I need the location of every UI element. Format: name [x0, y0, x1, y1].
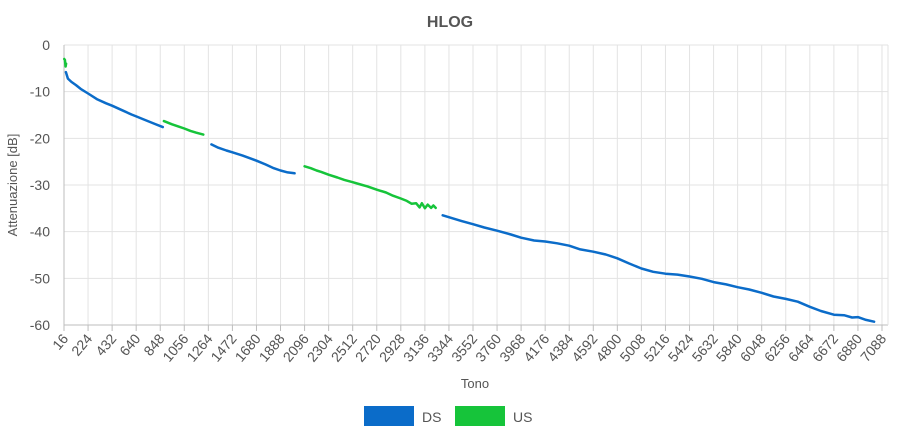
x-tick-label: 5008 [616, 330, 648, 364]
x-tick-label: 6048 [737, 330, 769, 364]
x-tick-label: 3552 [448, 330, 480, 364]
x-tick-label: 3344 [424, 330, 456, 364]
legend: DS US [364, 406, 532, 426]
x-tick-label: 5424 [665, 330, 697, 364]
x-tick-label: 640 [116, 330, 143, 358]
x-tick-label: 1680 [231, 330, 263, 364]
y-tick-label: -60 [30, 317, 50, 333]
grid-lines [63, 44, 888, 326]
legend-label: US [513, 409, 532, 425]
x-tick-label: 224 [68, 330, 95, 358]
series-lines [62, 57, 876, 323]
x-tick-label: 3968 [496, 330, 528, 364]
x-tick-label: 5216 [640, 330, 672, 364]
x-tick-label: 1264 [183, 330, 215, 364]
series-line-us [162, 119, 205, 136]
legend-swatch [455, 406, 505, 426]
y-axis-title: Attenuazione [dB] [5, 134, 20, 237]
x-tick-label: 2304 [304, 330, 336, 364]
y-tick-label: -20 [30, 130, 50, 146]
series-line-ds [441, 214, 876, 323]
series-line-us [62, 57, 68, 68]
x-tick-label: 1472 [207, 330, 239, 364]
x-tick-label: 4800 [592, 330, 624, 364]
x-tick-label: 432 [92, 330, 119, 358]
axes [63, 45, 889, 331]
x-tick-label: 5632 [689, 330, 721, 364]
x-tick-label: 6672 [809, 330, 841, 364]
series-line-us [303, 165, 437, 210]
x-tick-label: 4384 [544, 330, 576, 364]
x-tick-label: 3760 [472, 330, 504, 364]
y-tick-label: -10 [30, 84, 50, 100]
y-tick-label: -40 [30, 224, 50, 240]
x-tick-label: 2512 [328, 330, 360, 364]
x-tick-label: 7088 [857, 330, 889, 364]
x-tick-label: 4176 [520, 330, 552, 364]
x-tick-label: 6256 [761, 330, 793, 364]
y-axis-ticks: 0 -10 -20 -30 -40 -50 -60 [30, 37, 50, 333]
x-tick-label: 1888 [256, 330, 288, 364]
legend-swatch [364, 406, 414, 426]
series-line-ds [210, 143, 296, 175]
x-tick-label: 2096 [280, 330, 312, 364]
x-tick-label: 6880 [833, 330, 865, 364]
y-tick-label: -50 [30, 270, 50, 286]
x-tick-label: 4592 [568, 330, 600, 364]
x-axis-ticks: 1622443264084810561264147216801888209623… [49, 330, 889, 364]
x-tick-label: 2928 [376, 330, 408, 364]
x-tick-label: 6464 [785, 330, 817, 364]
legend-item-us[interactable]: US [455, 406, 532, 426]
series-ds [64, 70, 876, 323]
x-tick-label: 3136 [400, 330, 432, 364]
x-tick-label: 1056 [159, 330, 191, 364]
series-line-ds [64, 70, 165, 129]
x-tick-label: 2720 [352, 330, 384, 364]
chart-title: HLOG [427, 14, 473, 31]
legend-label: DS [422, 409, 441, 425]
legend-item-ds[interactable]: DS [364, 406, 441, 426]
x-axis-title: Tono [461, 376, 489, 391]
y-tick-label: 0 [42, 37, 50, 53]
y-tick-label: -30 [30, 177, 50, 193]
series-us [62, 57, 437, 210]
x-tick-label: 5840 [713, 330, 745, 364]
